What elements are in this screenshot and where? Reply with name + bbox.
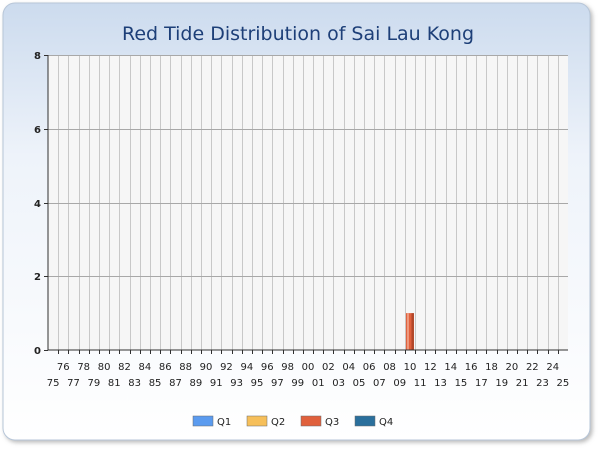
x-tick-label: 86 <box>159 362 172 373</box>
x-tick-label: 25 <box>557 378 570 389</box>
legend-swatch <box>192 415 214 427</box>
legend-swatch <box>354 415 376 427</box>
x-tick-label: 24 <box>546 362 559 373</box>
x-tick-label: 18 <box>485 362 498 373</box>
x-tick-label: 93 <box>230 378 243 389</box>
bar-highlight <box>406 313 409 350</box>
x-tick-label: 11 <box>414 378 427 389</box>
x-tick-label: 06 <box>363 362 376 373</box>
x-tick-label: 94 <box>240 362 253 373</box>
x-tick-label: 76 <box>57 362 70 373</box>
x-tick-label: 09 <box>393 378 406 389</box>
x-tick-label: 08 <box>383 362 396 373</box>
legend-swatch <box>300 415 322 427</box>
x-tick-label: 05 <box>353 378 366 389</box>
x-tick-label: 84 <box>138 362 151 373</box>
legend-label: Q2 <box>271 417 285 428</box>
x-tick-label: 80 <box>98 362 111 373</box>
y-tick-label: 2 <box>34 272 41 283</box>
x-tick-label: 02 <box>322 362 335 373</box>
x-tick-label: 12 <box>424 362 437 373</box>
grid-lines <box>48 55 568 350</box>
legend: Q1 Q2 Q3 Q4 <box>192 415 393 428</box>
x-tick-label: 91 <box>210 378 223 389</box>
y-tick-label: 0 <box>34 346 41 357</box>
x-tick-label: 19 <box>495 378 508 389</box>
x-tick-label: 03 <box>332 378 345 389</box>
x-tick-label: 87 <box>169 378 182 389</box>
y-tick-label: 4 <box>34 199 41 210</box>
x-tick-label: 04 <box>342 362 355 373</box>
x-tick-label: 82 <box>118 362 131 373</box>
plot-area <box>48 55 568 350</box>
x-tick-label: 81 <box>108 378 121 389</box>
x-tick-label: 90 <box>200 362 213 373</box>
legend-item-q1: Q1 <box>192 415 231 428</box>
y-tick-label: 6 <box>34 125 41 136</box>
x-tick-label: 14 <box>444 362 457 373</box>
x-tick-label: 00 <box>302 362 315 373</box>
x-tick-label: 88 <box>179 362 192 373</box>
bar-body <box>405 313 414 350</box>
bar-q3-10 <box>405 313 414 350</box>
legend-item-q4: Q4 <box>354 415 393 428</box>
chart-title: Red Tide Distribution of Sai Lau Kong <box>122 23 474 45</box>
x-tick-label: 22 <box>526 362 539 373</box>
y-tick-label: 8 <box>34 51 41 62</box>
x-tick-label: 16 <box>465 362 478 373</box>
x-tick-label: 85 <box>149 378 162 389</box>
x-tick-label: 79 <box>88 378 101 389</box>
x-tick-label: 21 <box>516 378 529 389</box>
x-tick-label: 15 <box>455 378 468 389</box>
x-tick-label: 83 <box>128 378 141 389</box>
x-tick-label: 77 <box>67 378 80 389</box>
x-tick-label: 20 <box>506 362 519 373</box>
x-tick-labels: 75 76 77 78 79 80 81 82 83 84 85 86 87 88 89 90 91 92 93 94… <box>47 362 570 389</box>
legend-label: Q3 <box>325 417 339 428</box>
x-tick-label: 92 <box>220 362 233 373</box>
x-tick-label: 99 <box>291 378 304 389</box>
y-tick-labels: 0 2 4 6 8 <box>34 51 41 357</box>
x-tick-label: 96 <box>261 362 274 373</box>
x-tick-label: 95 <box>251 378 264 389</box>
x-tick-label: 98 <box>281 362 294 373</box>
x-tick-label: 97 <box>271 378 284 389</box>
axes <box>44 55 568 354</box>
x-tick-label: 07 <box>373 378 386 389</box>
bar-shade <box>411 313 414 350</box>
x-tick-label: 13 <box>434 378 447 389</box>
legend-label: Q4 <box>379 417 393 428</box>
legend-label: Q1 <box>217 417 231 428</box>
x-tick-label: 89 <box>189 378 202 389</box>
x-tick-label: 23 <box>536 378 549 389</box>
x-tick-label: 01 <box>312 378 325 389</box>
x-tick-label: 17 <box>475 378 488 389</box>
legend-item-q2: Q2 <box>246 415 285 428</box>
legend-swatch <box>246 415 268 427</box>
x-tick-label: 75 <box>47 378 60 389</box>
bars <box>405 313 414 350</box>
x-tick-label: 78 <box>77 362 90 373</box>
x-tick-label: 10 <box>404 362 417 373</box>
legend-item-q3: Q3 <box>300 415 339 428</box>
